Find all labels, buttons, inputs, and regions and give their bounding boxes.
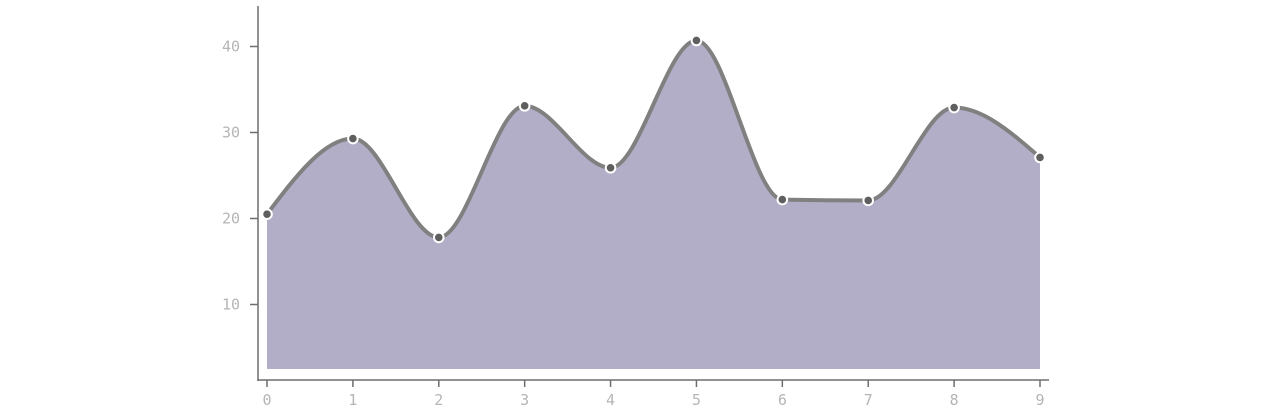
data-point [604,161,617,174]
x-tick-label: 0 [262,391,271,409]
data-point [518,100,531,112]
axes [250,6,1049,387]
series-line [265,38,1042,240]
x-tick-label: 8 [950,391,959,409]
data-point [948,101,960,114]
data-point [347,132,359,145]
plot-area [265,38,1042,369]
x-tick-label: 6 [778,391,787,409]
y-tick-label: 40 [222,38,240,56]
x-tick-label: 3 [520,391,529,409]
area-fill [267,40,1040,369]
y-tick-label: 20 [222,210,240,228]
data-point [862,194,875,207]
tick-labels: 10 20 30 40 0 1 2 3 4 5 6 7 8 9 [222,38,1045,410]
x-tick-label: 4 [606,391,615,409]
x-tick-label: 9 [1035,391,1044,409]
x-tick-label: 7 [864,391,873,409]
x-tick-label: 1 [348,391,357,409]
data-point [261,208,273,220]
data-point [690,34,703,47]
x-tick-label: 5 [692,391,701,409]
data-point [1034,151,1046,164]
y-tick-label: 30 [222,124,240,142]
data-point [432,231,445,244]
data-point [776,193,789,206]
data-points [261,34,1046,244]
x-tick-label: 2 [434,391,443,409]
y-tick-label: 10 [222,296,240,314]
